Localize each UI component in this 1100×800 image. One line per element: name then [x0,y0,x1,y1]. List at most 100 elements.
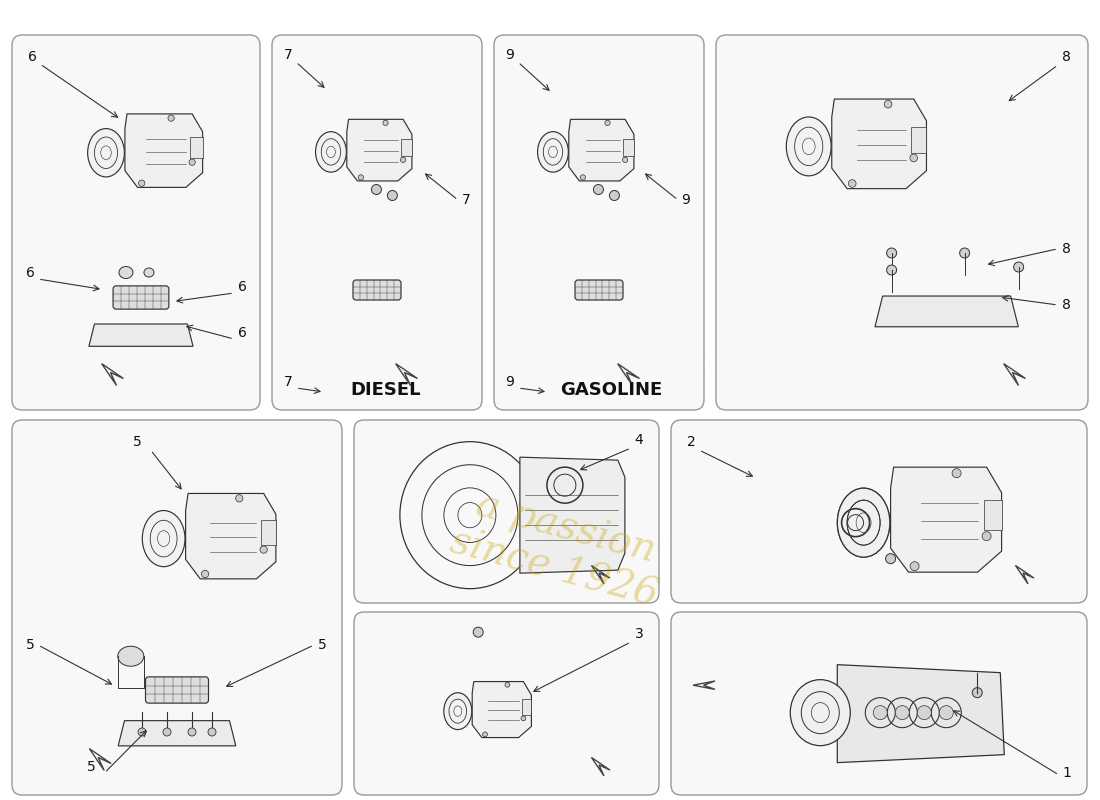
Text: 2: 2 [686,435,695,449]
Ellipse shape [837,488,890,557]
Circle shape [505,682,509,687]
Ellipse shape [119,266,133,278]
Polygon shape [402,138,411,156]
Polygon shape [261,520,276,545]
Text: 5: 5 [318,638,327,652]
Circle shape [260,546,267,554]
Text: 9: 9 [506,48,515,62]
Circle shape [593,185,604,194]
Polygon shape [891,467,1002,572]
Circle shape [188,728,196,736]
Circle shape [138,728,146,736]
Circle shape [1013,262,1024,272]
Circle shape [609,190,619,201]
Ellipse shape [142,510,185,566]
Text: 5: 5 [25,638,34,652]
Circle shape [387,190,397,201]
Circle shape [473,627,483,637]
FancyBboxPatch shape [353,280,402,300]
Polygon shape [520,457,625,573]
Text: 8: 8 [1062,50,1070,64]
Circle shape [383,120,388,126]
Circle shape [168,115,174,122]
Circle shape [895,706,910,720]
Circle shape [201,570,209,578]
Polygon shape [624,138,634,156]
Circle shape [959,248,969,258]
FancyBboxPatch shape [113,286,169,309]
Polygon shape [983,500,1002,530]
Circle shape [887,265,896,275]
Text: 9: 9 [682,193,691,207]
Ellipse shape [837,488,890,557]
FancyBboxPatch shape [716,35,1088,410]
Circle shape [917,706,932,720]
Circle shape [208,728,216,736]
Circle shape [982,532,991,541]
Polygon shape [874,296,1019,326]
Circle shape [887,248,896,258]
Ellipse shape [118,646,144,666]
Ellipse shape [144,268,154,277]
Polygon shape [346,119,411,181]
Ellipse shape [443,693,472,730]
Circle shape [521,716,526,721]
Text: 6: 6 [238,326,246,340]
Circle shape [189,159,196,166]
Polygon shape [832,99,926,189]
FancyBboxPatch shape [671,420,1087,603]
FancyBboxPatch shape [272,35,482,410]
Circle shape [886,554,895,564]
FancyBboxPatch shape [145,677,209,703]
FancyBboxPatch shape [575,280,623,300]
Circle shape [139,180,145,186]
Circle shape [372,185,382,194]
Ellipse shape [790,680,850,746]
Polygon shape [911,127,926,153]
Circle shape [163,728,170,736]
Circle shape [972,688,982,698]
Polygon shape [569,119,634,181]
Text: DIESEL: DIESEL [350,381,420,399]
Circle shape [884,100,892,108]
Polygon shape [472,682,531,738]
Polygon shape [837,665,1004,762]
Ellipse shape [88,129,124,177]
Circle shape [235,494,243,502]
Circle shape [910,154,917,162]
Text: 1: 1 [1063,766,1071,780]
Polygon shape [125,114,202,187]
Text: 7: 7 [284,48,293,62]
Circle shape [580,174,585,180]
Circle shape [605,120,610,126]
Circle shape [873,706,888,720]
Text: 5: 5 [87,760,96,774]
Polygon shape [89,324,192,346]
Circle shape [623,157,628,162]
Text: 8: 8 [1062,298,1070,312]
Text: 6: 6 [28,50,36,64]
Ellipse shape [538,132,569,172]
Circle shape [848,180,856,187]
Text: GASOLINE: GASOLINE [561,381,662,399]
Text: 9: 9 [506,375,515,389]
Text: 3: 3 [635,627,643,641]
Text: a passion
since 1926: a passion since 1926 [447,482,673,614]
FancyBboxPatch shape [494,35,704,410]
Text: 7: 7 [284,375,293,389]
Circle shape [400,157,406,162]
Text: 6: 6 [25,266,34,280]
FancyBboxPatch shape [12,35,260,410]
Text: 7: 7 [462,193,471,207]
Circle shape [359,174,363,180]
FancyBboxPatch shape [12,420,342,795]
Polygon shape [118,721,235,746]
Text: 4: 4 [635,433,643,447]
Circle shape [953,469,961,478]
Text: 5: 5 [133,435,142,449]
FancyBboxPatch shape [354,612,659,795]
FancyBboxPatch shape [671,612,1087,795]
Polygon shape [190,137,202,158]
Text: 8: 8 [1062,242,1070,256]
Polygon shape [186,494,276,579]
